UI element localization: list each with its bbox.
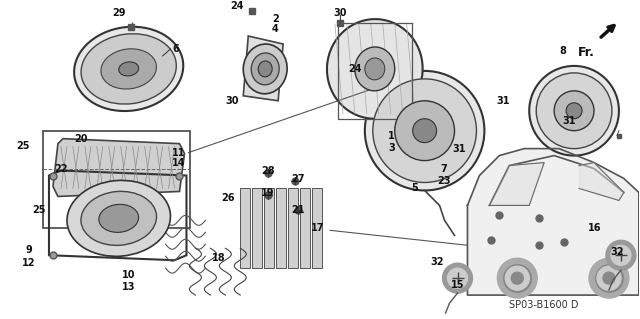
Bar xyxy=(300,189,310,268)
Bar xyxy=(43,131,191,228)
Ellipse shape xyxy=(413,119,436,143)
Ellipse shape xyxy=(258,61,272,77)
Text: 31: 31 xyxy=(497,96,510,106)
Text: 17: 17 xyxy=(311,223,324,233)
Text: 3: 3 xyxy=(388,143,395,152)
Ellipse shape xyxy=(327,19,422,119)
Text: Fr.: Fr. xyxy=(578,46,595,59)
Text: 15: 15 xyxy=(451,280,464,290)
Text: 31: 31 xyxy=(452,144,467,154)
Text: 11: 11 xyxy=(172,148,185,158)
Text: 23: 23 xyxy=(437,175,451,186)
Bar xyxy=(240,189,250,268)
Ellipse shape xyxy=(81,191,157,245)
Circle shape xyxy=(511,272,524,284)
Polygon shape xyxy=(579,163,624,200)
Bar xyxy=(288,189,298,268)
Circle shape xyxy=(447,268,467,288)
Text: SP03-B1600 D: SP03-B1600 D xyxy=(509,300,579,310)
Text: 13: 13 xyxy=(122,282,136,292)
Text: 7: 7 xyxy=(440,164,447,174)
Ellipse shape xyxy=(67,180,170,256)
Polygon shape xyxy=(53,139,184,197)
Text: 22: 22 xyxy=(54,164,68,174)
Text: 12: 12 xyxy=(22,258,36,268)
Text: 5: 5 xyxy=(412,183,418,193)
Text: 19: 19 xyxy=(261,189,275,198)
Ellipse shape xyxy=(99,204,139,232)
Text: 20: 20 xyxy=(74,134,88,144)
Ellipse shape xyxy=(554,91,594,131)
Text: 21: 21 xyxy=(291,205,305,215)
Circle shape xyxy=(442,263,472,293)
Text: 31: 31 xyxy=(563,116,576,126)
Text: 16: 16 xyxy=(588,223,602,233)
Text: 27: 27 xyxy=(291,174,305,183)
Ellipse shape xyxy=(101,49,156,89)
Ellipse shape xyxy=(566,103,582,119)
Text: 14: 14 xyxy=(172,158,185,167)
Bar xyxy=(312,189,322,268)
Text: 30: 30 xyxy=(333,8,347,18)
Text: 32: 32 xyxy=(610,247,623,257)
Text: 2: 2 xyxy=(272,14,278,24)
Ellipse shape xyxy=(119,62,139,76)
Text: 28: 28 xyxy=(261,166,275,175)
Text: 24: 24 xyxy=(230,1,244,11)
Ellipse shape xyxy=(365,58,385,80)
Text: 6: 6 xyxy=(172,44,179,54)
Text: 32: 32 xyxy=(431,257,444,267)
Circle shape xyxy=(597,266,621,290)
Ellipse shape xyxy=(81,34,176,104)
Circle shape xyxy=(589,258,629,298)
Ellipse shape xyxy=(536,73,612,149)
Polygon shape xyxy=(467,149,639,295)
Ellipse shape xyxy=(395,101,454,160)
Text: 30: 30 xyxy=(225,96,239,106)
Text: 18: 18 xyxy=(212,253,225,263)
Ellipse shape xyxy=(243,44,287,94)
Text: 8: 8 xyxy=(560,46,566,56)
Circle shape xyxy=(606,240,636,270)
Polygon shape xyxy=(490,163,544,205)
Circle shape xyxy=(611,245,631,265)
Ellipse shape xyxy=(74,27,183,111)
Text: 29: 29 xyxy=(112,8,125,18)
Text: 4: 4 xyxy=(272,24,278,34)
Text: 24: 24 xyxy=(348,64,362,74)
Circle shape xyxy=(603,272,615,284)
Ellipse shape xyxy=(365,71,484,190)
Bar xyxy=(264,189,274,268)
Text: 26: 26 xyxy=(221,193,235,204)
Ellipse shape xyxy=(355,47,395,91)
Ellipse shape xyxy=(529,66,619,156)
Bar xyxy=(252,189,262,268)
Text: 9: 9 xyxy=(26,245,33,255)
Ellipse shape xyxy=(252,53,279,85)
Circle shape xyxy=(497,258,537,298)
Ellipse shape xyxy=(373,79,476,182)
Bar xyxy=(276,189,286,268)
Text: 10: 10 xyxy=(122,270,136,280)
Circle shape xyxy=(506,266,529,290)
Polygon shape xyxy=(243,36,283,101)
Text: 1: 1 xyxy=(388,131,395,141)
Text: 25: 25 xyxy=(32,205,46,215)
Text: 25: 25 xyxy=(17,141,30,151)
